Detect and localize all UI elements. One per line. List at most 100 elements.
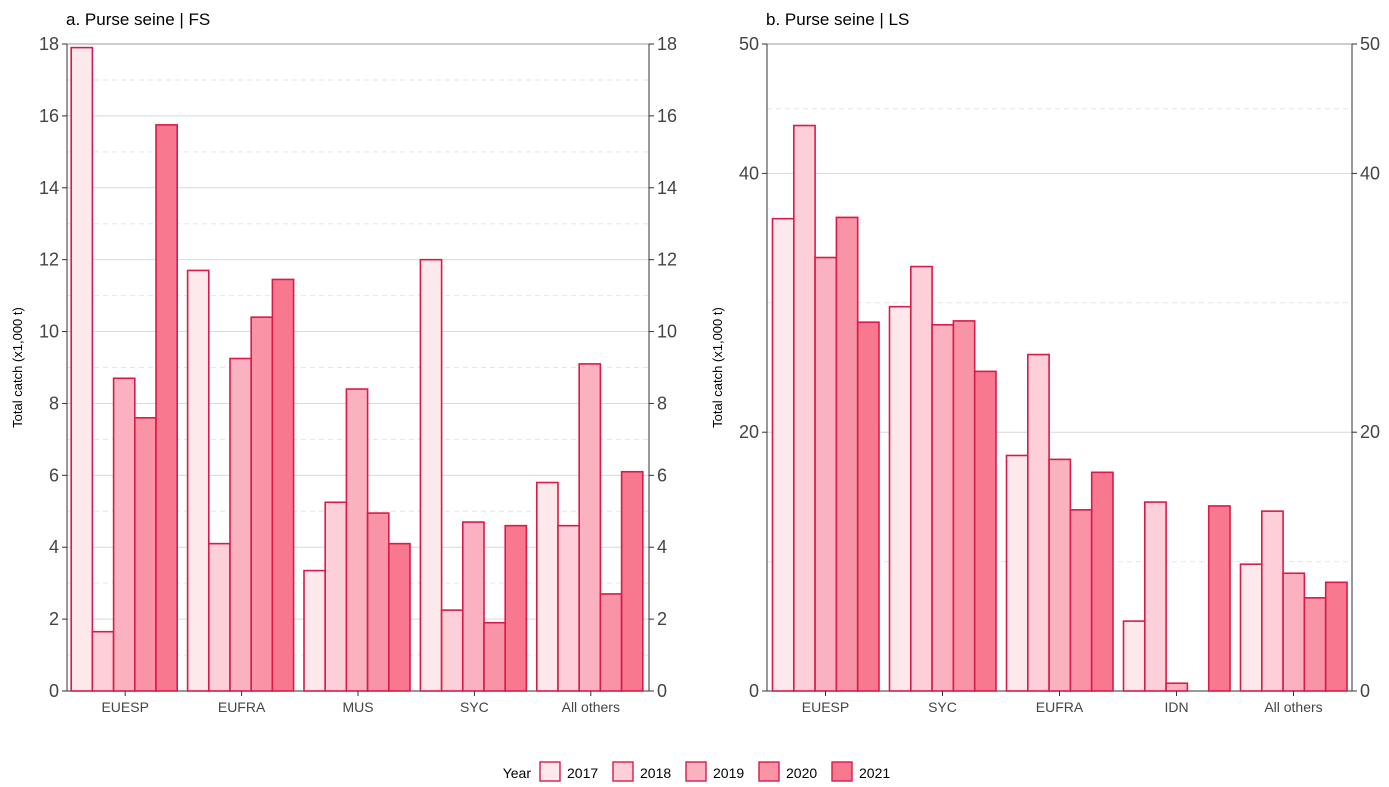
bar-2020-EUFRA: [1069, 509, 1093, 692]
y-axis-label: Total catch (x1,000 t): [710, 307, 725, 428]
bar-2018-EUFRA: [208, 542, 231, 692]
bar-2020-SYC: [952, 320, 976, 692]
panel-a: 0 0 2 2 4 4 6 6 8 8 10 10 12 12 14 14 16 16 18 18 EUESP EUFRA…: [10, 10, 677, 715]
bar-2018-IDN: [1144, 501, 1167, 692]
x-tick-label: EUESP: [101, 699, 148, 715]
y-tick-label-right: 8: [657, 393, 667, 413]
bar-2020-EUFRA: [250, 316, 274, 692]
bar-2017-All others: [1239, 563, 1263, 692]
y-tick-label-left: 18: [39, 34, 59, 54]
bar-2017-EUFRA: [186, 269, 210, 692]
y-tick-label-left: 12: [39, 250, 59, 270]
y-tick-label-left: 8: [49, 393, 59, 413]
bar-2018-MUS: [324, 501, 348, 692]
x-tick-label: SYC: [928, 699, 957, 715]
panel-b: 0 0 20 20 40 40 50 50 EUESP SYC EUFRA IDN All others…: [710, 10, 1380, 715]
y-tick-label-left: 6: [49, 465, 59, 485]
bar-2017-EUESP: [771, 217, 795, 692]
bar-2019-MUS: [345, 388, 369, 692]
legend: Year 2017 2018 2019 2020 2021: [503, 761, 890, 782]
x-tick-label: All others: [1264, 699, 1322, 715]
y-tick-label-right: 10: [657, 322, 677, 342]
bar-2019-SYC: [931, 323, 955, 692]
y-tick-label-left: 0: [749, 681, 759, 701]
y-tick-label-left: 40: [739, 163, 759, 183]
bar-2018-All others: [1261, 510, 1284, 692]
bar-2017-MUS: [303, 569, 327, 692]
bar-2019-All others: [1282, 572, 1306, 692]
y-tick-label-left: 0: [49, 681, 59, 701]
bar-2019-EUESP: [112, 377, 136, 692]
legend-swatch-2018: [612, 761, 634, 782]
legend-swatch-2020: [758, 761, 780, 782]
y-tick-label-right: 2: [657, 609, 667, 629]
bar-2020-SYC: [483, 621, 507, 692]
legend-label-2019: 2019: [713, 765, 744, 781]
x-tick-label: EUESP: [802, 699, 849, 715]
bar-2021-MUS: [387, 542, 411, 692]
bar-2020-All others: [599, 593, 623, 692]
y-tick-label-right: 16: [657, 106, 677, 126]
legend-label-2020: 2020: [786, 765, 817, 781]
bar-2018-EUESP: [91, 630, 115, 692]
y-tick-label-left: 20: [739, 422, 759, 442]
y-axis-label: Total catch (x1,000 t): [10, 307, 25, 428]
bar-2021-EUESP: [856, 321, 880, 692]
y-tick-label-left: 10: [39, 322, 59, 342]
y-tick-label-right: 40: [1360, 163, 1380, 183]
bar-2019-SYC: [461, 521, 485, 692]
y-tick-label-left: 14: [39, 178, 59, 198]
y-tick-label-right: 4: [657, 537, 667, 557]
legend-swatch-2021: [831, 761, 853, 782]
legend-label-2018: 2018: [640, 765, 671, 781]
legend-label-2021: 2021: [859, 765, 890, 781]
bar-2020-MUS: [366, 512, 390, 692]
x-tick-label: EUFRA: [1036, 699, 1084, 715]
bar-2017-EUFRA: [1005, 454, 1029, 692]
bar-2020-All others: [1303, 597, 1327, 692]
bar-2017-SYC: [419, 258, 443, 692]
panel-title: b. Purse seine | LS: [766, 10, 909, 29]
bar-2018-SYC: [909, 265, 933, 692]
x-tick-label: All others: [562, 699, 620, 715]
bar-2018-SYC: [440, 609, 464, 692]
bar-2017-IDN: [1122, 620, 1146, 692]
bar-2017-EUESP: [70, 46, 94, 692]
y-tick-label-left: 2: [49, 609, 59, 629]
y-tick-label-left: 50: [739, 34, 759, 54]
bar-2021-IDN: [1207, 505, 1231, 692]
bar-2021-All others: [620, 470, 644, 692]
x-tick-label: SYC: [460, 699, 489, 715]
y-tick-label-right: 14: [657, 178, 677, 198]
y-tick-label-right: 0: [1360, 681, 1370, 701]
bar-2018-EUFRA: [1027, 353, 1050, 692]
bar-2019-EUESP: [814, 256, 838, 692]
y-tick-label-left: 16: [39, 106, 59, 126]
bar-2019-EUFRA: [229, 357, 253, 692]
y-tick-label-right: 0: [657, 681, 667, 701]
y-tick-label-right: 12: [657, 250, 677, 270]
bar-2021-EUFRA: [1090, 471, 1114, 692]
legend-title: Year: [503, 765, 532, 781]
y-tick-label-right: 18: [657, 34, 677, 54]
y-tick-label-left: 4: [49, 537, 59, 557]
legend-swatch-2019: [685, 761, 707, 782]
bar-2021-EUESP: [155, 124, 179, 692]
y-tick-label-right: 50: [1360, 34, 1380, 54]
legend-swatch-2017: [539, 761, 561, 782]
bar-2020-EUESP: [134, 417, 157, 692]
bar-2021-All others: [1324, 581, 1348, 692]
bar-2021-SYC: [973, 370, 997, 692]
legend-label-2017: 2017: [567, 765, 598, 781]
bar-2021-SYC: [504, 524, 528, 692]
bar-2019-IDN: [1165, 682, 1189, 692]
x-tick-label: MUS: [342, 699, 373, 715]
panel-title: a. Purse seine | FS: [66, 10, 210, 29]
bar-2020-EUESP: [835, 216, 859, 692]
x-tick-label: IDN: [1164, 699, 1188, 715]
y-tick-label-right: 20: [1360, 422, 1380, 442]
bar-2017-SYC: [888, 305, 912, 692]
bar-2021-EUFRA: [271, 278, 295, 692]
